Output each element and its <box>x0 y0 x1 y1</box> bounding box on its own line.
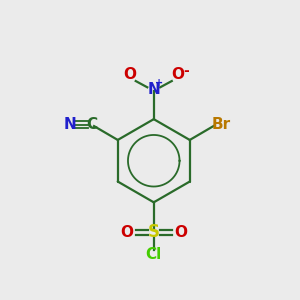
Text: N: N <box>64 117 76 132</box>
Text: O: O <box>124 67 137 82</box>
Text: +: + <box>155 78 164 88</box>
Text: Cl: Cl <box>146 247 162 262</box>
Text: S: S <box>148 223 160 241</box>
Text: O: O <box>121 225 134 240</box>
Text: O: O <box>171 67 184 82</box>
Text: N: N <box>147 82 160 97</box>
Text: O: O <box>174 225 187 240</box>
Text: Br: Br <box>212 117 231 132</box>
Text: C: C <box>86 117 97 132</box>
Text: -: - <box>183 64 188 78</box>
